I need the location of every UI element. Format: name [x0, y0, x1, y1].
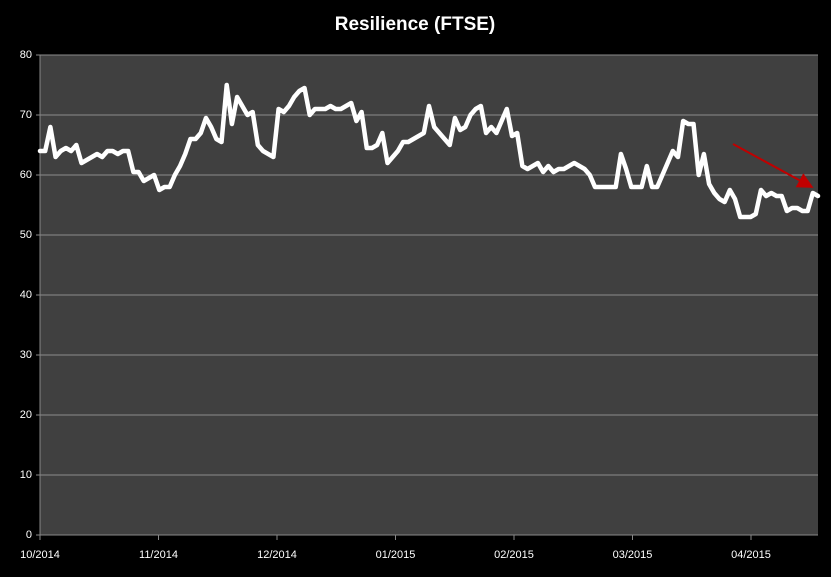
y-tick-label: 0 — [26, 529, 32, 541]
x-tick-label: 02/2015 — [494, 549, 534, 561]
x-tick-label: 03/2015 — [613, 549, 653, 561]
grid: 0 10 20 30 40 50 60 70 80 10/2014 11/2014 12/2014 01… — [20, 49, 818, 561]
y-tick-label: 60 — [20, 169, 32, 181]
x-tick-label: 10/2014 — [20, 549, 60, 561]
x-tick-label: 12/2014 — [257, 549, 297, 561]
plot — [37, 82, 821, 220]
y-tick-label: 70 — [20, 109, 32, 121]
x-tick-label: 04/2015 — [731, 549, 771, 561]
y-tick-label: 20 — [20, 409, 32, 421]
trend-arrow — [732, 143, 814, 188]
x-tick-label: 01/2015 — [376, 549, 416, 561]
line-series — [37, 82, 821, 220]
y-tick-label: 50 — [20, 229, 32, 241]
x-tick-label: 11/2014 — [139, 549, 178, 561]
y-tick-label: 80 — [20, 49, 32, 61]
y-tick-label: 10 — [20, 469, 32, 481]
chart-title: Resilience (FTSE) — [335, 14, 496, 35]
y-tick-label: 40 — [20, 289, 32, 301]
y-tick-label: 30 — [20, 349, 32, 361]
